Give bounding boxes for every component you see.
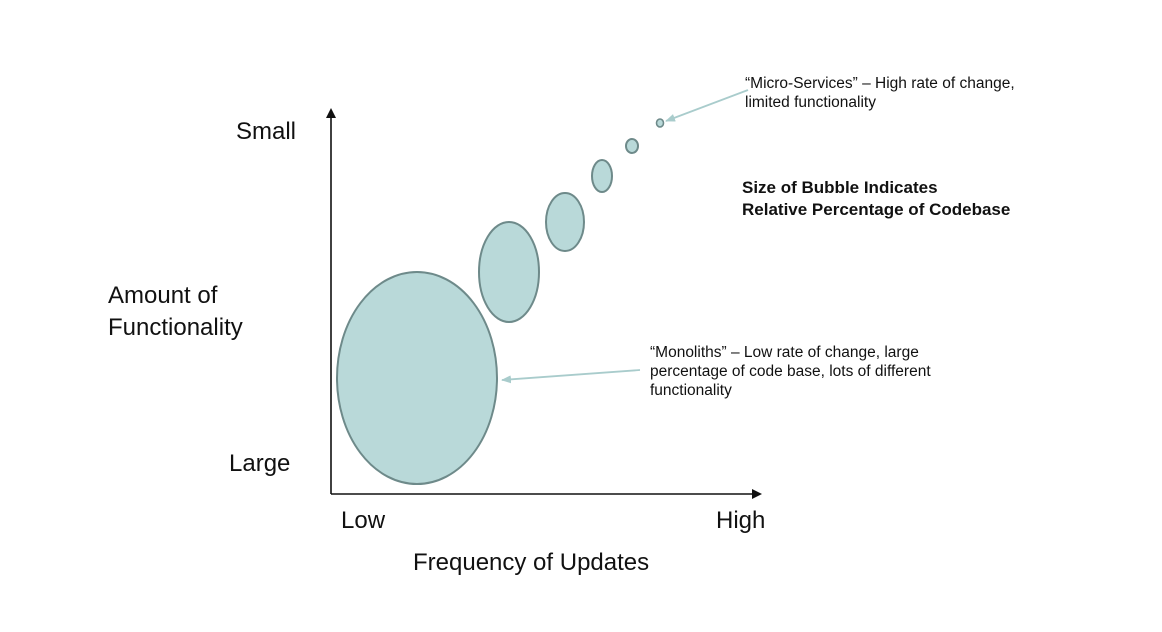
bubble-large	[478, 221, 540, 323]
bubble-size-legend-note: Size of Bubble Indicates Relative Percen…	[742, 177, 1010, 221]
y-axis-top-label: Small	[236, 118, 297, 145]
y-axis-title-line: Functionality	[108, 314, 243, 341]
x-axis-left-label: Low	[341, 507, 386, 534]
micro-services-annotation: “Micro-Services” – High rate of change, …	[745, 74, 1015, 112]
bubble-monolith	[336, 271, 498, 485]
annotation-line: “Micro-Services” – High rate of change,	[745, 75, 1015, 92]
y-axis-title: Amount of Functionality	[108, 280, 243, 344]
legend-note-line: Relative Percentage of Codebase	[742, 200, 1011, 219]
annotation-line: “Monoliths” – Low rate of change, large	[650, 344, 919, 361]
x-axis-title: Frequency of Updates	[413, 549, 650, 576]
bubble-small	[591, 159, 613, 193]
annotation-line: functionality	[650, 382, 732, 399]
y-axis-bottom-label: Large	[229, 450, 291, 477]
bubble-micro-service	[655, 118, 665, 128]
monoliths-pointer-arrow	[501, 369, 641, 384]
legend-note-line: Size of Bubble Indicates	[742, 178, 938, 197]
micro-services-pointer-arrow	[665, 89, 749, 122]
bubble-medium	[545, 192, 585, 252]
annotation-line: limited functionality	[745, 94, 876, 111]
annotation-line: percentage of code base, lots of differe…	[650, 363, 931, 380]
monoliths-annotation: “Monoliths” – Low rate of change, large …	[650, 343, 931, 400]
y-axis-title-line: Amount of	[108, 282, 218, 309]
bubble-tiny	[625, 138, 639, 154]
x-axis-right-label: High	[716, 507, 766, 534]
